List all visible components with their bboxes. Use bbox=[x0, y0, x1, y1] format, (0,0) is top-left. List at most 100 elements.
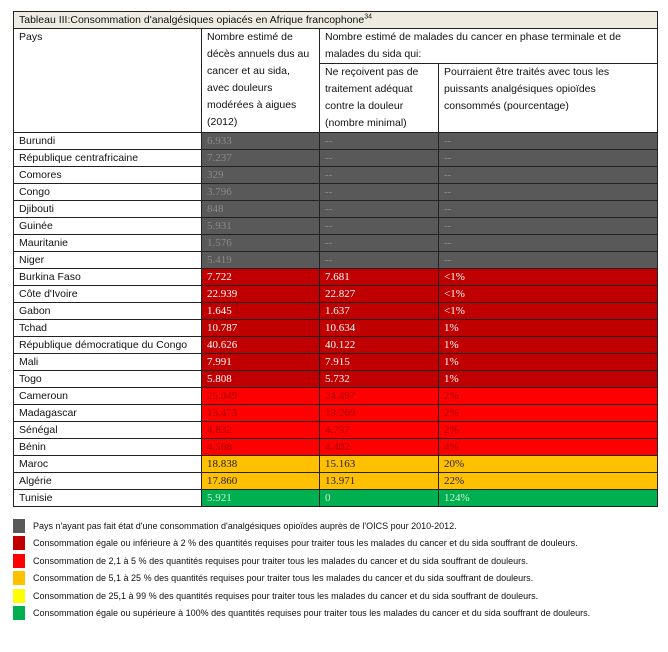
cell-country: Congo bbox=[13, 183, 202, 201]
cell-country: Guinée bbox=[13, 217, 202, 235]
cell-country: Mali bbox=[13, 353, 202, 371]
table-row: Tunisie 5.921 0 124% bbox=[13, 489, 659, 507]
cell-untreated: -- bbox=[319, 149, 439, 167]
cell-untreated: 13.971 bbox=[319, 472, 439, 490]
cell-country: Tchad bbox=[13, 319, 202, 337]
cell-percent: <1% bbox=[437, 302, 659, 320]
legend-text: Consommation égale ou inférieure à 2 % d… bbox=[33, 538, 578, 549]
legend-swatch bbox=[13, 606, 25, 621]
header-percent: Pourraient être traités avec tous les pu… bbox=[437, 63, 659, 133]
cell-untreated: 5.732 bbox=[319, 370, 439, 388]
cell-deaths: 13.473 bbox=[201, 404, 320, 422]
cell-untreated: 40.122 bbox=[319, 336, 439, 354]
cell-untreated: -- bbox=[319, 166, 439, 184]
table-row: Burkina Faso 7.722 7.681 <1% bbox=[13, 268, 659, 286]
cell-percent: 1% bbox=[437, 353, 659, 371]
legend: Pays n'ayant pas fait état d'une consomm… bbox=[13, 517, 668, 622]
cell-country: Burkina Faso bbox=[13, 268, 202, 286]
cell-untreated: 24.497 bbox=[319, 387, 439, 405]
cell-deaths: 5.808 bbox=[201, 370, 320, 388]
table-row: Togo 5.808 5.732 1% bbox=[13, 370, 659, 388]
cell-country: République centrafricaine bbox=[13, 149, 202, 167]
cell-deaths: 7.237 bbox=[201, 149, 320, 167]
cell-untreated: 1.637 bbox=[319, 302, 439, 320]
cell-country: Bénin bbox=[13, 438, 202, 456]
cell-untreated: 0 bbox=[319, 489, 439, 507]
cell-deaths: 22.939 bbox=[201, 285, 320, 303]
cell-percent: 2% bbox=[437, 404, 659, 422]
cell-deaths: 5.921 bbox=[201, 489, 320, 507]
cell-percent: -- bbox=[437, 132, 659, 150]
cell-untreated: -- bbox=[319, 132, 439, 150]
cell-deaths: 40.626 bbox=[201, 336, 320, 354]
table-row: République centrafricaine 7.237 -- -- bbox=[13, 149, 659, 167]
cell-untreated: -- bbox=[319, 234, 439, 252]
cell-deaths: 5.419 bbox=[201, 251, 320, 269]
cell-deaths: 25.049 bbox=[201, 387, 320, 405]
cell-deaths: 5.931 bbox=[201, 217, 320, 235]
table-row: Madagascar 13.473 13.269 2% bbox=[13, 404, 659, 422]
legend-swatch bbox=[13, 518, 25, 533]
header-deaths: Nombre estimé de décès annuels dus au ca… bbox=[201, 28, 320, 133]
cell-deaths: 4.832 bbox=[201, 421, 320, 439]
cell-untreated: -- bbox=[319, 200, 439, 218]
table-row: Tchad 10.787 10.634 1% bbox=[13, 319, 659, 337]
table-row: Congo 3.796 -- -- bbox=[13, 183, 659, 201]
cell-country: Côte d'Ivoire bbox=[13, 285, 202, 303]
cell-percent: 22% bbox=[437, 472, 659, 490]
cell-country: Niger bbox=[13, 251, 202, 269]
cell-percent: 124% bbox=[437, 489, 659, 507]
cell-percent: -- bbox=[437, 149, 659, 167]
cell-percent: -- bbox=[437, 217, 659, 235]
cell-untreated: -- bbox=[319, 251, 439, 269]
cell-untreated: 13.269 bbox=[319, 404, 439, 422]
header-country: Pays bbox=[13, 28, 202, 133]
cell-untreated: 22.827 bbox=[319, 285, 439, 303]
cell-deaths: 6.933 bbox=[201, 132, 320, 150]
cell-country: Madagascar bbox=[13, 404, 202, 422]
legend-item: Consommation égale ou supérieure à 100% … bbox=[13, 605, 668, 623]
table-row: Côte d'Ivoire 22.939 22.827 <1% bbox=[13, 285, 659, 303]
legend-text: Consommation de 2,1 à 5 % des quantités … bbox=[33, 555, 529, 566]
legend-item: Consommation de 25,1 à 99 % des quantité… bbox=[13, 587, 668, 605]
table-row: Mali 7.991 7.915 1% bbox=[13, 353, 659, 371]
page: Tableau III:Consommation d'analgésiques … bbox=[12, 11, 659, 507]
legend-text: Consommation de 5,1 à 25 % des quantités… bbox=[33, 573, 534, 584]
cell-deaths: 4.568 bbox=[201, 438, 320, 456]
header-group: Nombre estimé de malades du cancer en ph… bbox=[318, 28, 659, 64]
cell-percent: 1% bbox=[437, 370, 659, 388]
cell-deaths: 7.722 bbox=[201, 268, 320, 286]
cell-country: Djibouti bbox=[13, 200, 202, 218]
cell-untreated: 4.757 bbox=[319, 421, 439, 439]
table-row: Sénégal 4.832 4.757 2% bbox=[13, 421, 659, 439]
cell-untreated: -- bbox=[319, 183, 439, 201]
cell-percent: -- bbox=[437, 166, 659, 184]
cell-untreated: 15.163 bbox=[319, 455, 439, 473]
cell-untreated: 7.681 bbox=[319, 268, 439, 286]
footnote-ref: 34 bbox=[364, 13, 373, 21]
cell-deaths: 3.796 bbox=[201, 183, 320, 201]
opioid-consumption-table: Tableau III:Consommation d'analgésiques … bbox=[12, 11, 659, 507]
table-row: Comores 329 -- -- bbox=[13, 166, 659, 184]
cell-untreated: 4.402 bbox=[319, 438, 439, 456]
cell-deaths: 1.645 bbox=[201, 302, 320, 320]
table-row: Bénin 4.568 4.402 4% bbox=[13, 438, 659, 456]
legend-swatch bbox=[13, 553, 25, 568]
cell-percent: -- bbox=[437, 234, 659, 252]
cell-country: Togo bbox=[13, 370, 202, 388]
table-row: Guinée 5.931 -- -- bbox=[13, 217, 659, 235]
cell-untreated: -- bbox=[319, 217, 439, 235]
table-row: Maroc 18.838 15.163 20% bbox=[13, 455, 659, 473]
table-row: Burundi 6.933 -- -- bbox=[13, 132, 659, 150]
cell-percent: -- bbox=[437, 200, 659, 218]
cell-country: Algérie bbox=[13, 472, 202, 490]
table-row: Niger 5.419 -- -- bbox=[13, 251, 659, 269]
cell-deaths: 10.787 bbox=[201, 319, 320, 337]
cell-percent: <1% bbox=[437, 285, 659, 303]
cell-country: Gabon bbox=[13, 302, 202, 320]
cell-deaths: 17.860 bbox=[201, 472, 320, 490]
cell-percent: <1% bbox=[437, 268, 659, 286]
table-title: Tableau III:Consommation d'analgésiques … bbox=[12, 11, 659, 29]
legend-item: Pays n'ayant pas fait état d'une consomm… bbox=[13, 517, 668, 535]
cell-percent: 2% bbox=[437, 387, 659, 405]
